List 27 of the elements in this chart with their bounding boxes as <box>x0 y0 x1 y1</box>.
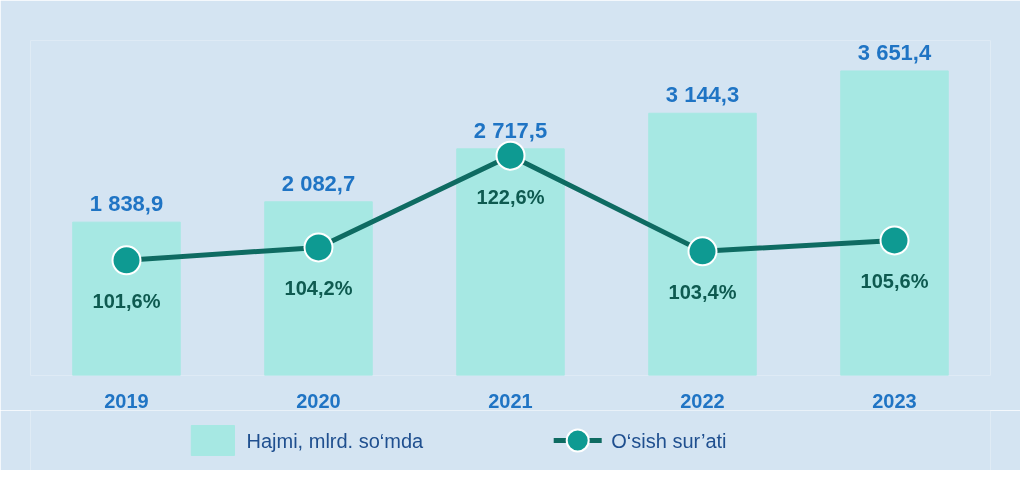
data-label: 2 082,7 <box>281 170 356 196</box>
data-label: 2 717,5 <box>473 117 548 143</box>
data-label: 3 651,4 <box>857 39 932 65</box>
x-tick-label: 2023 <box>872 389 917 412</box>
data-label: 3 144,3 <box>665 82 740 108</box>
x-tick-label: 2022 <box>680 389 725 412</box>
x-tick-label: 2019 <box>104 389 149 412</box>
point <box>495 140 526 171</box>
point <box>111 245 142 276</box>
bar <box>648 112 757 376</box>
bar <box>840 70 949 376</box>
data-label: 1 838,9 <box>89 191 164 217</box>
bar <box>264 201 373 376</box>
bar <box>72 221 181 376</box>
data-label: 104,2% <box>284 277 353 300</box>
legend-label: O‘sish sur’ati <box>611 429 727 452</box>
data-label: 122,6% <box>476 185 545 208</box>
data-label: 101,6% <box>92 290 161 313</box>
data-label: 103,4% <box>668 281 737 304</box>
bar <box>456 148 565 376</box>
point <box>879 225 910 256</box>
data-label: 105,6% <box>860 270 929 293</box>
x-tick-label: 2020 <box>296 389 341 412</box>
legend-label: Hajmi, mlrd. so‘mda <box>246 429 425 452</box>
x-tick-label: 2021 <box>488 389 533 412</box>
point <box>687 236 718 267</box>
point <box>303 232 334 263</box>
